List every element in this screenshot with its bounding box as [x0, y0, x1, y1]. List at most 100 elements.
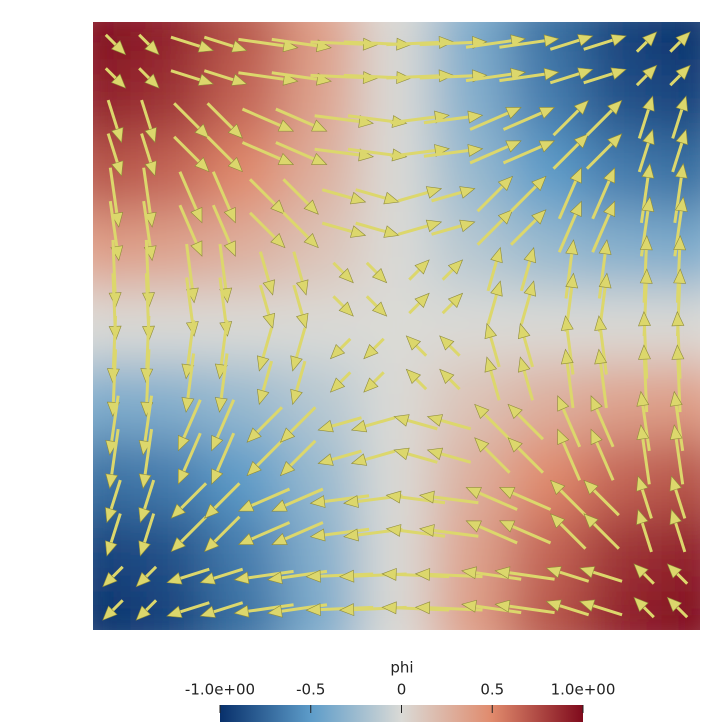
arrow: [178, 171, 203, 224]
arrow: [233, 569, 294, 585]
arrow: [517, 322, 535, 368]
arrow: [560, 315, 575, 375]
arrow: [431, 219, 476, 236]
arrow: [317, 449, 362, 466]
field-cell: [206, 591, 284, 630]
arrow: [552, 133, 589, 170]
arrow: [405, 368, 428, 391]
arrow: [290, 360, 307, 406]
field-cell: [282, 591, 360, 630]
field-cell: [585, 363, 663, 441]
arrow: [509, 175, 547, 213]
field-cell: [358, 211, 435, 289]
field-cell: [433, 439, 511, 517]
arrow: [509, 209, 547, 246]
arrow: [138, 513, 156, 557]
arrow: [545, 599, 590, 617]
field-cell: [358, 135, 435, 213]
arrow: [105, 513, 122, 557]
arrow: [594, 348, 608, 409]
arrow: [583, 479, 620, 517]
arrow: [560, 348, 575, 409]
arrow: [173, 135, 210, 173]
arrow: [385, 524, 446, 538]
field-cell: [282, 22, 360, 61]
arrow: [135, 599, 158, 621]
arrow: [329, 371, 352, 393]
arrow: [329, 337, 352, 360]
arrow: [431, 186, 476, 203]
field-cell: [433, 515, 511, 593]
arrow: [550, 479, 587, 517]
arrow: [637, 128, 655, 173]
arrow: [203, 69, 248, 86]
arrow: [545, 566, 590, 583]
arrow: [170, 482, 208, 519]
field-cell: [206, 211, 284, 289]
arrow: [498, 520, 552, 545]
field-cell: [93, 515, 132, 593]
arrow: [170, 69, 215, 86]
arrow: [332, 295, 354, 317]
arrow: [465, 487, 518, 511]
arrow: [507, 437, 545, 474]
arrow: [397, 219, 443, 236]
arrow: [206, 135, 243, 173]
field-cell: [433, 287, 511, 365]
arrow: [290, 327, 307, 372]
arrow: [271, 521, 324, 545]
arrow: [590, 395, 615, 448]
field: [93, 22, 700, 630]
arrow: [173, 102, 210, 139]
arrow: [552, 99, 589, 137]
arrow: [279, 406, 317, 443]
arrow: [636, 475, 653, 519]
arrow: [408, 292, 430, 315]
arrow: [241, 141, 295, 165]
colorbar-tick-label: 1.0e+00: [551, 681, 616, 699]
arrow: [140, 99, 157, 144]
arrow: [206, 102, 243, 139]
arrow: [591, 200, 616, 253]
arrow: [564, 239, 579, 299]
arrow: [365, 295, 388, 317]
arrow: [474, 437, 511, 474]
arrow: [673, 162, 688, 224]
arrow: [248, 178, 286, 215]
arrow: [138, 67, 160, 89]
field-cell: [358, 439, 435, 517]
field-cell: [433, 22, 511, 61]
arrow: [203, 35, 248, 53]
arrow: [633, 596, 655, 619]
arrow: [102, 599, 124, 621]
arrow: [590, 428, 615, 481]
arrow: [275, 141, 328, 165]
arrow: [321, 221, 367, 238]
arrow: [498, 487, 552, 511]
arrow: [178, 204, 203, 257]
field-cell: [93, 287, 132, 365]
field-cell: [93, 439, 132, 517]
arrow: [350, 449, 396, 466]
arrow: [393, 447, 438, 464]
arrow: [332, 261, 354, 284]
field-cell: [509, 287, 587, 365]
arrow: [211, 432, 236, 485]
arrow: [140, 133, 157, 177]
arrow: [258, 284, 276, 330]
arrow: [350, 416, 396, 433]
arrow: [671, 95, 688, 139]
arrow: [671, 128, 688, 173]
arrow: [423, 110, 484, 125]
field-cell: [661, 135, 700, 213]
arrow: [355, 188, 400, 205]
arrow: [669, 64, 691, 87]
arrow: [365, 261, 388, 284]
colorbar-tick-label: 0: [397, 681, 407, 699]
arrow: [484, 322, 501, 368]
arrow: [105, 479, 122, 524]
field-cell: [509, 363, 587, 441]
field-cell: [585, 439, 663, 517]
arrow: [578, 599, 623, 617]
field-cell: [585, 22, 663, 61]
